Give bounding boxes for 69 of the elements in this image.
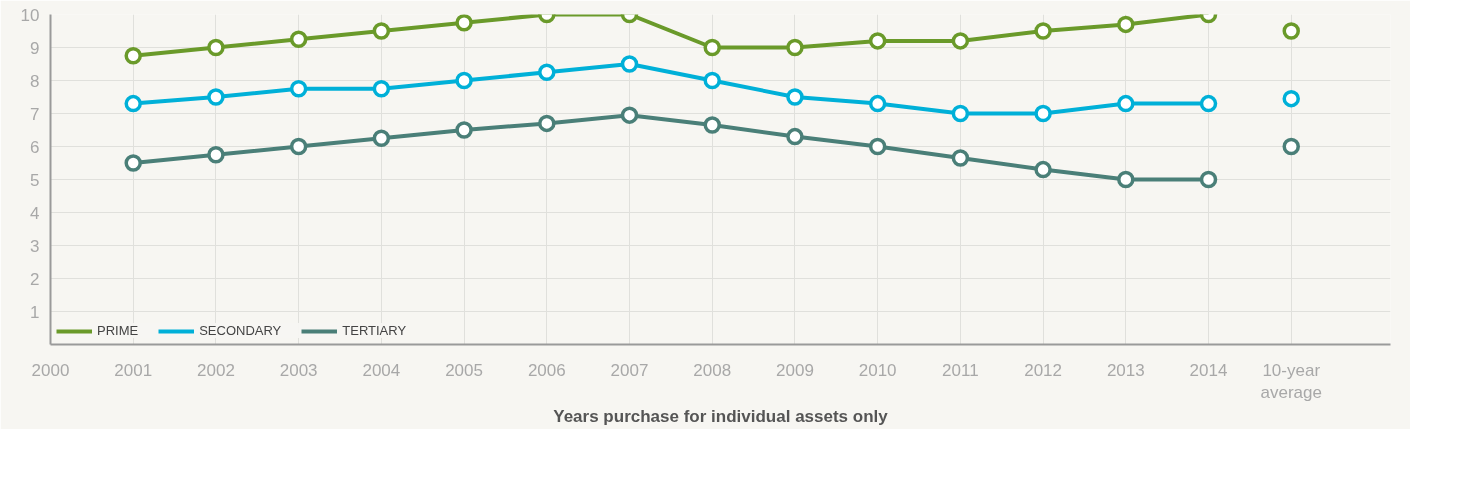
x-tick-label: 2009 (776, 360, 814, 380)
point (455, 121, 473, 139)
point (1034, 104, 1052, 123)
y-tick-label: 9 (30, 38, 40, 58)
point (289, 137, 308, 156)
point (620, 55, 639, 73)
point (703, 38, 721, 57)
point (538, 114, 556, 133)
x-tick-label: 2002 (197, 360, 235, 380)
point (372, 129, 391, 147)
x-tick-label: 2006 (527, 360, 566, 380)
point (372, 80, 391, 98)
point (786, 38, 804, 57)
point (951, 149, 970, 167)
point (868, 94, 887, 113)
point (951, 104, 970, 123)
x-tick-label: 2013 (1106, 360, 1145, 380)
x-axis-title: Years purchase for individual assets only (553, 407, 889, 427)
point (124, 154, 142, 172)
point (207, 38, 225, 57)
point (289, 30, 308, 48)
x-tick-label: 2014 (1189, 360, 1228, 380)
point (1117, 94, 1135, 113)
point (1199, 94, 1218, 113)
point (786, 88, 804, 106)
point (1117, 15, 1135, 34)
y-tick-label: 4 (30, 203, 40, 223)
point (620, 106, 639, 124)
y-tick-label: 7 (30, 104, 40, 124)
x-tick-label: 2012 (1024, 360, 1063, 380)
point (207, 88, 225, 106)
point (703, 116, 721, 134)
point (1199, 170, 1218, 189)
x-tick-label: 2007 (610, 360, 649, 380)
y-tick-label: 3 (30, 236, 40, 256)
point (786, 127, 804, 146)
point (1034, 22, 1052, 40)
x-tick-label: 2005 (445, 360, 483, 380)
point (868, 32, 887, 50)
x-tick-label: 2011 (942, 360, 979, 380)
y-tick-label: 8 (30, 71, 40, 91)
point (455, 71, 473, 90)
y-tick-label: 5 (30, 170, 40, 190)
point (703, 71, 721, 90)
x-tick-label: 2004 (362, 360, 401, 380)
point (289, 80, 308, 98)
x-tick-label: 2000 (31, 360, 70, 380)
point (124, 47, 142, 65)
x-tick-label: 2010 (858, 360, 897, 380)
x-tick-label: 2008 (693, 360, 732, 380)
point (372, 22, 391, 40)
point (455, 14, 473, 32)
point (1117, 170, 1135, 189)
point (951, 32, 970, 50)
x-tick-label: 10-year average (1260, 360, 1322, 403)
point (124, 94, 142, 113)
y-tick-label: 2 (30, 269, 40, 289)
point (207, 146, 225, 164)
point (538, 63, 556, 81)
x-tick-label: 2003 (279, 360, 318, 380)
legend-label: SECONDARY (199, 323, 282, 338)
legend-label: PRIME (97, 323, 139, 338)
y-tick-label: 6 (30, 137, 40, 157)
point (1034, 160, 1052, 179)
x-tick-label: 2001 (114, 360, 153, 380)
point (868, 137, 887, 156)
y-tick-label: 1 (30, 302, 40, 322)
y-tick-label: 10 (20, 5, 40, 25)
legend-label: TERTIARY (342, 323, 407, 338)
